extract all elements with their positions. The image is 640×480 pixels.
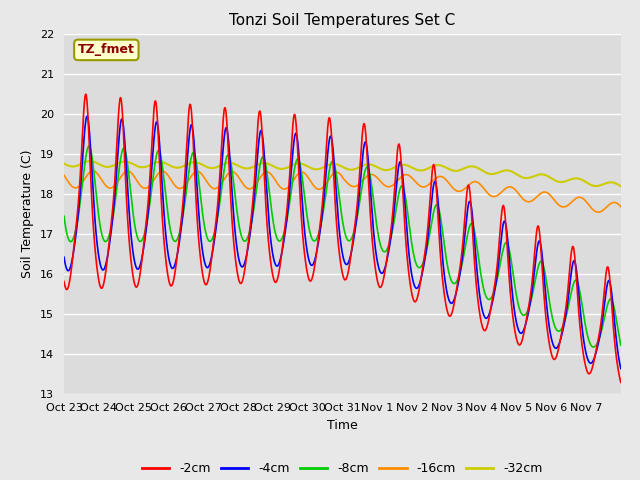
Y-axis label: Soil Temperature (C): Soil Temperature (C) [22, 149, 35, 278]
Text: TZ_fmet: TZ_fmet [78, 43, 135, 56]
Legend: -2cm, -4cm, -8cm, -16cm, -32cm: -2cm, -4cm, -8cm, -16cm, -32cm [137, 457, 548, 480]
Title: Tonzi Soil Temperatures Set C: Tonzi Soil Temperatures Set C [229, 13, 456, 28]
X-axis label: Time: Time [327, 419, 358, 432]
